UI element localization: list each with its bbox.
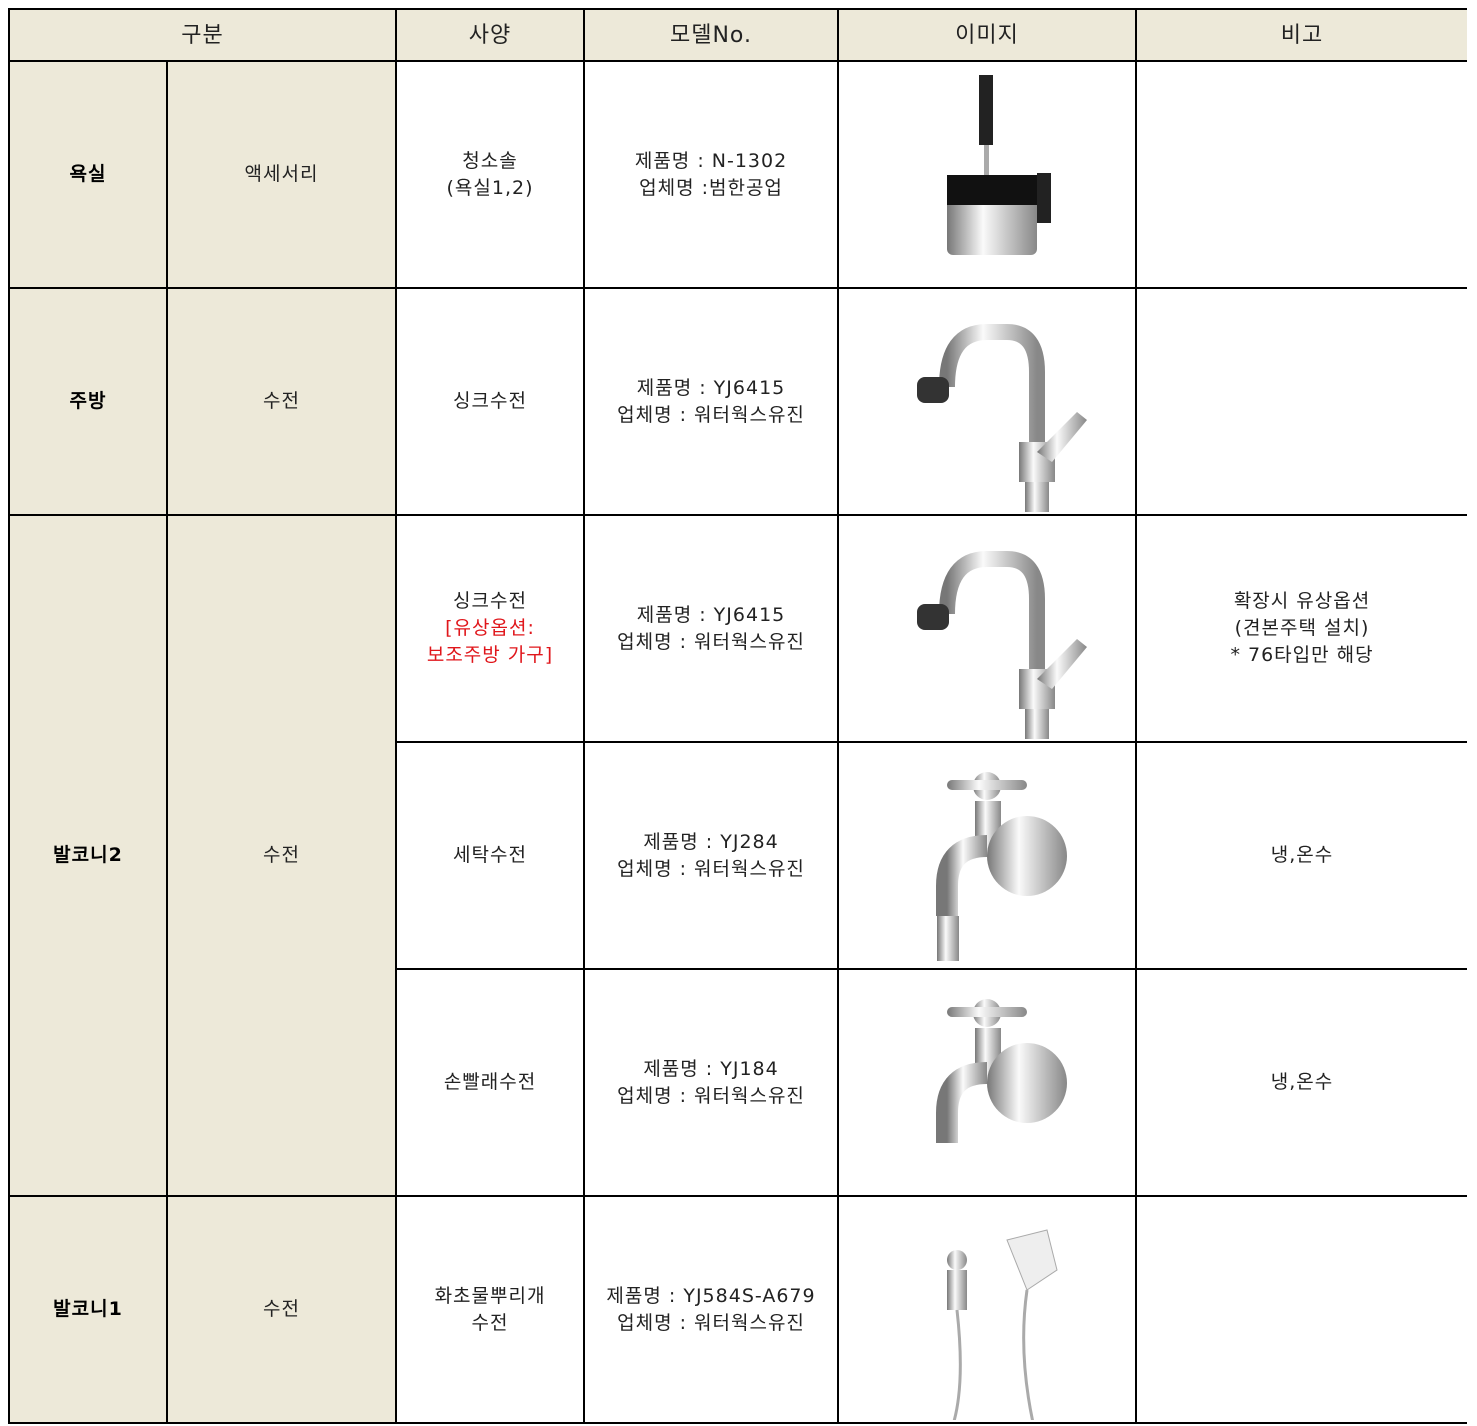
header-cell: 구분 <box>8 8 398 62</box>
cell-text: 업체명 : 워터웍스유진 <box>617 403 805 426</box>
spec-cell: 싱크수전 [유상옵션: 보조주방 가구] <box>395 514 586 743</box>
cell-text: 제품명 : YJ284 <box>643 830 779 853</box>
cell-text: 확장시 유상옵션 <box>1233 590 1371 612</box>
cell-text: [유상옵션: <box>445 617 535 639</box>
note-cell <box>1135 1195 1467 1424</box>
cell-text: 싱크수전 <box>453 390 527 412</box>
cell-text: 업체명 : 워터웍스유진 <box>617 857 805 880</box>
spec-cell: 싱크수전 <box>395 287 586 516</box>
cell-text: 발코니2 <box>53 844 123 866</box>
image-cell <box>837 287 1138 516</box>
cell-text: 주방 <box>69 390 107 412</box>
cell-text: 액세서리 <box>244 163 319 185</box>
product-image <box>917 323 1088 512</box>
spec-cell: 청소솔 (욕실1,2) <box>395 60 586 289</box>
subcategory-cell: 수전 <box>165 514 398 1197</box>
category-cell: 발코니1 <box>8 1195 168 1424</box>
category-cell: 발코니2 <box>8 514 168 1197</box>
image-cell <box>837 514 1138 743</box>
cell-text: 수전 <box>263 1298 300 1320</box>
body-row: 욕실 액세서리 청소솔 (욕실1,2) 제품명 : N-1302 업체명 :범한공업 <box>8 60 1467 289</box>
cell-text: 청소솔 <box>462 149 518 172</box>
cell-text: 욕실 <box>69 163 107 185</box>
cell-text: 손빨래수전 <box>443 1071 537 1093</box>
model-cell: 제품명 : YJ284 업체명 : 워터웍스유진 <box>583 741 840 970</box>
cell-text: 세탁수전 <box>453 844 527 866</box>
spec-cell: 세탁수전 <box>395 741 586 970</box>
cell-text: 발코니1 <box>53 1298 123 1320</box>
cell-text: 냉,온수 <box>1270 844 1334 866</box>
product-image <box>917 550 1088 739</box>
subcategory-cell: 수전 <box>165 287 398 516</box>
cell-text: 업체명 : 워터웍스유진 <box>617 630 805 653</box>
body-row: 세탁수전 제품명 : YJ284 업체명 : 워터웍스유진 냉,온수 <box>9 741 1467 970</box>
note-cell: 확장시 유상옵션 (견본주택 설치) * 76타입만 해당 <box>1135 514 1467 743</box>
cell-text: * 76타입만 해당 <box>1230 644 1374 666</box>
cell-text: 제품명 : YJ184 <box>643 1057 779 1080</box>
image-cell <box>837 968 1138 1197</box>
subcategory-cell: 액세서리 <box>165 60 398 289</box>
model-cell: 제품명 : YJ184 업체명 : 워터웍스유진 <box>583 968 840 1197</box>
cell-text: 수전 <box>471 1311 509 1334</box>
header-cell: 비고 <box>1135 8 1467 62</box>
product-image <box>936 771 1068 961</box>
model-cell: 제품명 : YJ6415 업체명 : 워터웍스유진 <box>583 287 840 516</box>
cell-text: 업체명 : 워터웍스유진 <box>617 1311 805 1334</box>
cell-text: 제품명 : YJ6415 <box>636 376 786 399</box>
product-image <box>947 74 1052 255</box>
cell-text: 수전 <box>263 390 300 412</box>
image-cell <box>837 60 1138 289</box>
model-cell: 제품명 : N-1302 업체명 :범한공업 <box>583 60 840 289</box>
cell-text: (욕실1,2) <box>446 176 534 199</box>
note-cell <box>1135 287 1467 516</box>
note-cell <box>1135 60 1467 289</box>
note-cell: 냉,온수 <box>1135 741 1467 970</box>
cell-text: 냉,온수 <box>1270 1071 1334 1093</box>
header-cell: 모델No. <box>583 8 840 62</box>
body-row: 손빨래수전 제품명 : YJ184 업체명 : 워터웍스유진 냉,온수 <box>9 968 1467 1197</box>
header-row: 구분 사양 모델No. 이미지 비고 <box>8 8 1467 62</box>
header-cell: 이미지 <box>837 8 1138 62</box>
cell-text: 업체명 : 워터웍스유진 <box>617 1084 805 1107</box>
body-row: 발코니2 수전 싱크수전 [유상옵션: 보조주방 가구] 제품명 : YJ6415 업체명 … <box>8 514 1467 1197</box>
category-cell: 욕실 <box>8 60 168 289</box>
cell-text: 싱크수전 <box>453 590 527 612</box>
body-row: 주방 수전 싱크수전 제품명 : YJ6415 업체명 : 워터웍스유진 <box>8 287 1467 516</box>
cell-text: 업체명 :범한공업 <box>639 176 783 199</box>
cell-text: 화초물뿌리개 <box>434 1284 546 1307</box>
spec-cell: 손빨래수전 <box>395 968 586 1197</box>
category-cell: 주방 <box>8 287 168 516</box>
cell-text: 제품명 : N-1302 <box>634 149 788 172</box>
image-cell <box>837 1195 1138 1424</box>
model-cell: 제품명 : YJ584S-A679 업체명 : 워터웍스유진 <box>583 1195 840 1424</box>
product-image <box>947 1228 1058 1420</box>
cell-text: 수전 <box>263 844 300 866</box>
product-image <box>936 998 1068 1143</box>
cell-text: 제품명 : YJ584S-A679 <box>606 1284 816 1307</box>
subcategory-cell: 수전 <box>165 1195 398 1424</box>
note-cell: 냉,온수 <box>1135 968 1467 1197</box>
cell-text: 보조주방 가구] <box>426 644 554 666</box>
image-cell <box>837 741 1138 970</box>
cell-text: (견본주택 설치) <box>1234 617 1370 639</box>
model-cell: 제품명 : YJ6415 업체명 : 워터웍스유진 <box>583 514 840 743</box>
cell-text: 제품명 : YJ6415 <box>636 603 786 626</box>
body-row: 발코니1 수전 화초물뿌리개 수전 제품명 : YJ584S-A679 업체명 : 워터웍… <box>8 1195 1467 1424</box>
header-cell: 사양 <box>395 8 586 62</box>
